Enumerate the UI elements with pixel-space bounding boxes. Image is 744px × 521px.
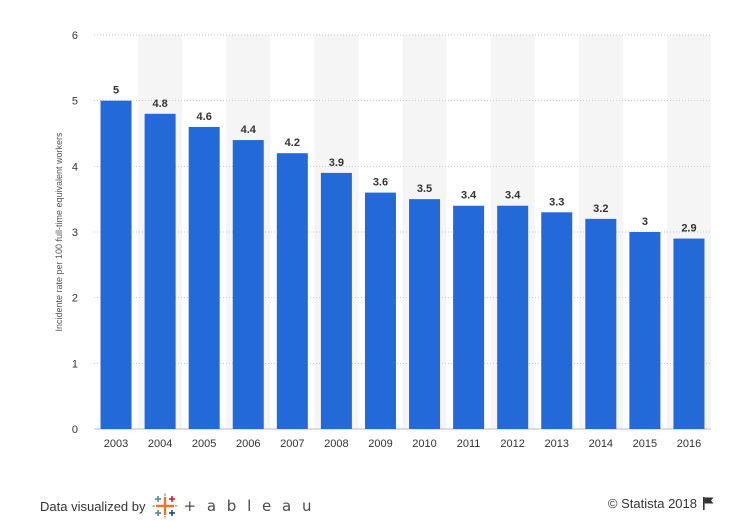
bar-value-label: 3.6 xyxy=(373,177,388,189)
bar-value-label: 3.4 xyxy=(505,190,521,202)
x-tick-label: 2003 xyxy=(104,438,128,450)
bar-value-label: 4.2 xyxy=(285,137,300,149)
y-tick-label: 2 xyxy=(72,293,78,305)
flag-icon[interactable] xyxy=(703,497,714,510)
y-tick-label: 0 xyxy=(72,424,78,436)
x-tick-label: 2015 xyxy=(633,438,657,450)
bar-value-label: 5 xyxy=(113,85,119,97)
bar[interactable] xyxy=(541,212,573,429)
y-axis-ticks: 0 1 2 3 4 5 6 xyxy=(72,30,78,436)
x-tick-label: 2013 xyxy=(545,438,569,450)
bar-chart: 5 4.8 4.6 4.4 4.2 3.9 3.6 3.5 3.4 3.4 3.3 3.2 3 2.9 0… xyxy=(54,30,711,450)
bar-value-label: 3.9 xyxy=(329,157,344,169)
bar[interactable] xyxy=(320,172,352,429)
y-tick-label: 1 xyxy=(72,358,78,370)
tableau-logo-icon xyxy=(152,493,177,519)
bar[interactable] xyxy=(232,140,264,430)
bar[interactable] xyxy=(364,192,396,429)
x-tick-label: 2005 xyxy=(192,438,216,450)
bar[interactable] xyxy=(144,113,176,430)
bar[interactable] xyxy=(276,153,308,429)
bar-value-label: 4.6 xyxy=(197,111,212,123)
x-tick-label: 2004 xyxy=(148,438,172,450)
x-tick-label: 2016 xyxy=(677,438,701,450)
x-tick-label: 2008 xyxy=(324,438,348,450)
data-visualized-by-text: Data visualized by xyxy=(40,498,146,514)
bar[interactable] xyxy=(188,126,220,429)
credit-text: © Statista 2018 xyxy=(607,496,697,511)
x-axis-ticks: 2003 2004 2005 2006 2007 2008 2009 2010 2011 2012… xyxy=(104,438,701,450)
y-tick-label: 6 xyxy=(72,30,78,42)
x-tick-label: 2012 xyxy=(500,438,524,450)
bar[interactable] xyxy=(453,205,485,429)
bar-value-label: 3.3 xyxy=(549,196,564,208)
bar-value-label: 3.2 xyxy=(593,203,608,215)
bar[interactable] xyxy=(497,205,529,429)
bar[interactable] xyxy=(673,238,705,429)
x-tick-label: 2010 xyxy=(412,438,436,450)
x-tick-label: 2006 xyxy=(236,438,260,450)
y-axis-label: Incidente rate per 100 full-time equival… xyxy=(54,132,64,332)
bar-value-label: 2.9 xyxy=(681,223,696,235)
x-tick-label: 2009 xyxy=(368,438,392,450)
bar-value-label: 3.4 xyxy=(461,190,477,202)
bar-value-label: 4.4 xyxy=(241,124,257,136)
y-tick-label: 5 xyxy=(72,96,78,108)
y-tick-label: 4 xyxy=(72,161,78,173)
bars xyxy=(100,100,705,430)
x-tick-label: 2007 xyxy=(280,438,304,450)
y-tick-label: 3 xyxy=(72,227,78,239)
x-tick-label: 2014 xyxy=(589,438,613,450)
bar-value-label: 3 xyxy=(642,216,648,228)
statista-credit[interactable]: © Statista 2018 xyxy=(608,496,714,511)
bar[interactable] xyxy=(409,199,441,429)
x-tick-label: 2011 xyxy=(457,438,481,450)
tableau-wordmark: + a b l e a u xyxy=(183,497,315,515)
bar[interactable] xyxy=(585,218,617,429)
bar-value-label: 4.8 xyxy=(152,98,167,110)
bar[interactable] xyxy=(100,100,132,430)
tableau-attribution[interactable]: Data visualized by + a b l e a u xyxy=(40,493,315,519)
bar-value-label: 3.5 xyxy=(417,183,432,195)
value-labels: 5 4.8 4.6 4.4 4.2 3.9 3.6 3.5 3.4 3.4 3.3 3.2 3 2.9 xyxy=(113,85,697,235)
bar[interactable] xyxy=(629,232,661,429)
